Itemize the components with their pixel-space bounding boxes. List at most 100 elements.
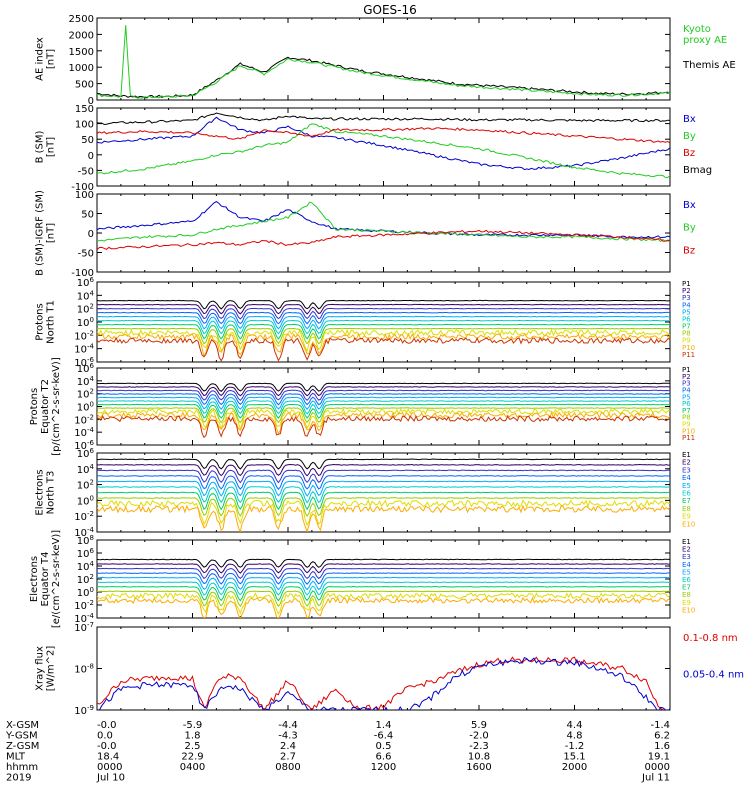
y-tick-label: 104 — [77, 560, 95, 573]
channel-line-p5 — [97, 396, 670, 410]
footer-value: -0.0 — [97, 741, 117, 752]
y-tick-label: 100 — [77, 401, 94, 414]
y-tick-label: 2000 — [69, 30, 94, 41]
footer-value: 6.2 — [654, 731, 670, 742]
footer-value: -0.0 — [97, 720, 117, 731]
footer-row-label-2019: 2019 — [6, 773, 31, 784]
y-axis-label: B (SM) — [35, 130, 46, 163]
channel-line-p9 — [97, 407, 670, 432]
footer-value: 5.9 — [471, 720, 487, 731]
legend-entry-e9: E9 — [682, 599, 691, 607]
y-axis-label: AE index — [35, 37, 46, 81]
footer-value: 4.4 — [567, 720, 583, 731]
y-tick-label: 102 — [77, 573, 94, 586]
legend-entry-e10: E10 — [682, 520, 695, 528]
series-line-bx — [97, 201, 670, 239]
footer-row-label-x-gsm: X-GSM — [6, 720, 39, 731]
footer-value: 1200 — [371, 762, 396, 773]
legend-entry-e6: E6 — [682, 576, 691, 584]
channel-line-p5 — [97, 315, 670, 330]
y-axis-label: [W/m^2] — [46, 646, 57, 692]
y-tick-label: 10-4 — [74, 426, 94, 439]
channel-line-p7 — [97, 403, 670, 419]
legend-entry-p6: P6 — [682, 400, 691, 408]
legend-entry-p1: P1 — [682, 366, 691, 374]
legend-entry-e5: E5 — [682, 568, 691, 576]
channel-line-e4 — [97, 475, 670, 491]
y-axis-label: Electrons — [29, 556, 40, 602]
y-tick-label: 104 — [77, 289, 95, 302]
footer-value: -4.3 — [278, 731, 298, 742]
legend-entry-e3: E3 — [682, 553, 691, 561]
y-tick-label: 10-2 — [74, 329, 94, 342]
channel-line-e7 — [97, 585, 670, 602]
channel-line-e10 — [97, 596, 670, 618]
y-axis-label: Equator T2 — [40, 379, 51, 434]
series-line-kyoto-proxy-ae — [97, 25, 670, 99]
legend-entry-p8: P8 — [682, 330, 691, 338]
footer-value: 2.7 — [280, 752, 296, 763]
footer-value: 2.4 — [280, 741, 296, 752]
y-tick-label: 100 — [75, 120, 94, 131]
series-line-by — [97, 201, 670, 243]
y-tick-label: 500 — [75, 80, 94, 91]
legend-entry-p3: P3 — [682, 294, 691, 302]
legend-entry-e7: E7 — [682, 584, 691, 592]
y-tick-label: -50 — [78, 166, 94, 177]
legend-entry-p5: P5 — [682, 308, 691, 316]
legend-entry: Bz — [683, 245, 695, 256]
footer-value: 1600 — [466, 762, 491, 773]
y-tick-label: 102 — [77, 303, 94, 316]
channel-line-p7 — [97, 323, 670, 340]
channel-line-p10 — [97, 411, 670, 436]
channel-line-p6 — [97, 319, 670, 335]
footer-row-label-z-gsm: Z-GSM — [6, 741, 39, 752]
legend-entry-p3: P3 — [682, 380, 691, 388]
footer-row-label-y-gsm: Y-GSM — [5, 731, 38, 742]
y-tick-label: 0 — [88, 229, 94, 240]
channel-line-e1 — [97, 558, 670, 568]
legend-entry-e7: E7 — [682, 497, 691, 505]
footer-value: 18.4 — [97, 752, 119, 763]
panel-frame — [96, 367, 671, 446]
y-tick-label: 10-7 — [74, 621, 94, 634]
panel-frame — [96, 193, 671, 273]
y-tick-label: 106 — [77, 447, 95, 460]
legend-entry-p2: P2 — [682, 287, 691, 295]
footer-value: Jul 10 — [96, 773, 125, 784]
legend-entry-p6: P6 — [682, 315, 691, 323]
y-axis-label: Equator T4 — [40, 552, 51, 607]
footer-value: 10.8 — [468, 752, 490, 763]
y-tick-label: 100 — [77, 586, 94, 599]
channel-line-e6 — [97, 581, 670, 596]
footer-value: 0400 — [180, 762, 205, 773]
y-axis-label: [nT] — [46, 49, 57, 69]
y-axis-label: [nT] — [46, 137, 57, 157]
y-axis-label: B (SM)-IGRF (SM) — [35, 190, 46, 276]
legend-entry: By — [683, 131, 696, 142]
channel-line-e8 — [97, 497, 670, 518]
y-tick-label: 10-4 — [74, 343, 94, 356]
legend-entry-p10: P10 — [682, 344, 695, 352]
legend-entry: Themis AE — [682, 60, 736, 71]
legend-entry: Bmag — [683, 165, 712, 176]
footer-value: 0000 — [97, 762, 122, 773]
legend-entry-p7: P7 — [682, 323, 691, 331]
footer-value: -5.9 — [183, 720, 203, 731]
legend-entry-e1: E1 — [682, 538, 691, 546]
channel-line-e1 — [97, 458, 670, 470]
legend-entry: 0.1-0.8 nm — [683, 633, 738, 644]
y-axis-label: [nT] — [46, 223, 57, 243]
footer-value: 1.6 — [654, 741, 670, 752]
footer-value: Jul 11 — [641, 773, 670, 784]
legend-entry-p8: P8 — [682, 414, 691, 422]
legend-entry-e3: E3 — [682, 466, 691, 474]
channel-line-e8 — [97, 590, 670, 608]
y-axis-label: Electrons — [35, 469, 46, 515]
channel-line-e10 — [97, 504, 670, 532]
y-tick-label: 102 — [77, 479, 94, 492]
legend-entry-p2: P2 — [682, 373, 691, 381]
channel-line-p8 — [97, 407, 670, 424]
y-tick-label: 100 — [75, 190, 94, 201]
series-line-bx — [97, 116, 670, 171]
